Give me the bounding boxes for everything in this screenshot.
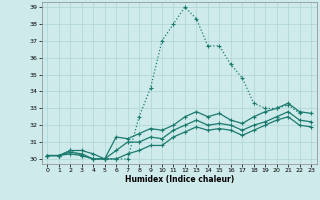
X-axis label: Humidex (Indice chaleur): Humidex (Indice chaleur) [124,175,234,184]
